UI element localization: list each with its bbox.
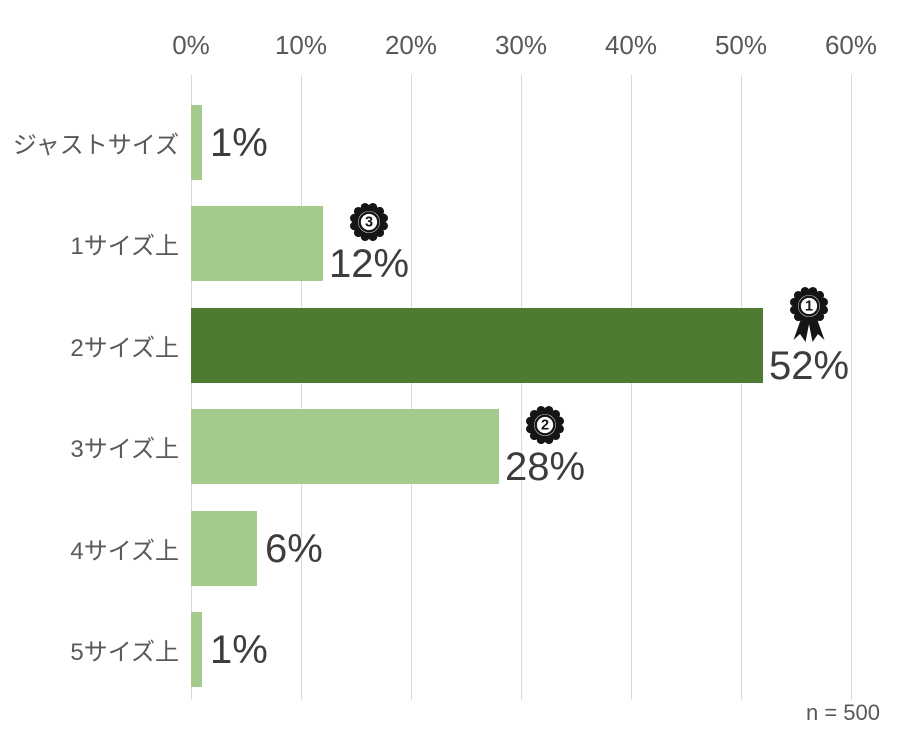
bar-annotation: 2 28% (505, 405, 585, 488)
x-tick-label: 60% (824, 30, 878, 60)
gridline (301, 75, 302, 700)
bar-annotation: 1 52% (769, 286, 849, 387)
category-label: 4サイズ上 (70, 538, 179, 565)
x-tick-label: 20% (384, 30, 438, 60)
rank-1-medal-icon: 1 (790, 287, 829, 342)
bar (191, 612, 202, 687)
x-tick-label: 0% (172, 30, 210, 60)
gridline (191, 75, 192, 700)
category-label: ジャストサイズ (12, 132, 179, 159)
rank-2-medal-icon: 2 (526, 406, 565, 444)
bar (191, 409, 499, 484)
gridline (411, 75, 412, 700)
x-tick-label: 40% (604, 30, 658, 60)
bar (191, 511, 257, 586)
svg-text:3: 3 (365, 215, 373, 231)
svg-text:1: 1 (805, 299, 813, 315)
value-label-wrap: 1% (210, 105, 268, 180)
value-label: 52% (769, 344, 850, 388)
rank-3-medal-icon: 3 (350, 203, 389, 241)
value-label: 1% (210, 627, 268, 672)
value-label: 6% (265, 526, 323, 571)
category-label: 5サイズ上 (70, 639, 179, 666)
x-tick-label: 10% (274, 30, 328, 60)
sample-size-note: n = 500 (805, 700, 880, 725)
gridline (631, 75, 632, 700)
gridline (521, 75, 522, 700)
category-label: 3サイズ上 (70, 436, 179, 463)
bar-annotation: 3 12% (329, 202, 409, 285)
value-label: 1% (210, 120, 268, 165)
value-label: 12% (329, 242, 410, 286)
x-tick-label: 30% (494, 30, 548, 60)
bar (191, 308, 763, 383)
bar (191, 105, 202, 180)
gridline (741, 75, 742, 700)
value-label: 28% (505, 445, 586, 489)
category-label: 2サイズ上 (70, 335, 179, 362)
x-tick-label: 50% (714, 30, 768, 60)
value-label-wrap: 1% (210, 612, 268, 687)
gridline (851, 75, 852, 700)
bar (191, 206, 323, 281)
value-label-wrap: 6% (265, 511, 323, 586)
svg-text:2: 2 (541, 418, 549, 434)
category-label: 1サイズ上 (70, 233, 179, 260)
